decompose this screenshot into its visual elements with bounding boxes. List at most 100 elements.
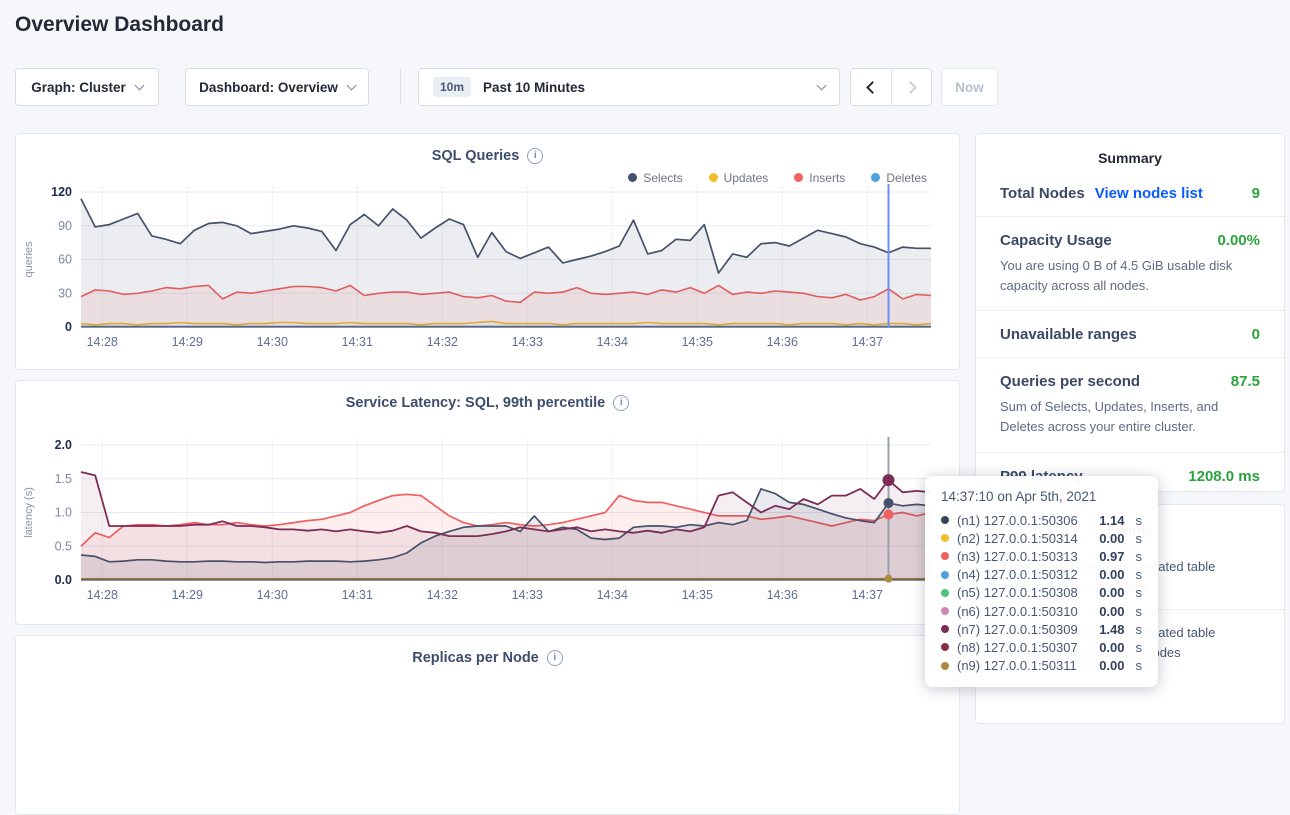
tooltip-timestamp: 14:37:10 on Apr 5th, 2021 (941, 489, 1142, 504)
x-axis-tick: 14:31 (342, 588, 373, 602)
legend-item-updates[interactable]: Updates (709, 171, 769, 184)
y-axis-tick: 30 (58, 286, 72, 300)
tooltip-node-unit: s (1136, 531, 1143, 546)
tooltip-node-row: (n4) 127.0.0.1:503120.00s (941, 566, 1142, 584)
x-axis-tick: 14:29 (172, 335, 203, 349)
tooltip-node-label: (n8) 127.0.0.1:50307 (957, 640, 1091, 655)
time-step-buttons (850, 68, 932, 106)
y-axis-tick: 2.0 (55, 438, 72, 452)
x-axis-tick: 14:29 (172, 588, 203, 602)
tooltip-node-row: (n8) 127.0.0.1:503070.00s (941, 638, 1142, 656)
sql-queries-chart[interactable]: 14:2814:2914:3014:3114:3214:3314:3414:35… (16, 184, 931, 350)
time-range-picker[interactable]: 10m Past 10 Minutes (418, 68, 840, 106)
x-axis-tick: 14:28 (87, 588, 118, 602)
hover-dot-n7 (883, 474, 895, 486)
dashboard-dropdown[interactable]: Dashboard: Overview (185, 68, 369, 106)
hover-dot-n3 (884, 510, 894, 520)
series-dot-icon (941, 552, 949, 560)
summary-row-description: Sum of Selects, Updates, Inserts, and De… (1000, 397, 1260, 437)
legend-label: Updates (724, 171, 769, 185)
summary-row-label: Capacity Usage (1000, 232, 1112, 249)
legend-item-inserts[interactable]: Inserts (794, 171, 845, 184)
sql-queries-panel: SQL Queries i SelectsUpdatesInsertsDelet… (15, 133, 960, 370)
deletes-legend-dot-icon (871, 173, 880, 182)
series-dot-icon (941, 516, 949, 524)
replicas-per-node-panel: Replicas per Node i (15, 635, 960, 815)
sql-queries-legend: Selects Updates Inserts Deletes (16, 171, 959, 184)
hover-dot-n1 (884, 498, 894, 508)
y-axis-tick: 120 (51, 185, 72, 199)
summary-row-label: Queries per second (1000, 373, 1140, 390)
summary-row-value: 0 (1252, 326, 1260, 343)
summary-row: Total Nodes View nodes list 9 (976, 170, 1284, 216)
chevron-down-icon (346, 80, 356, 90)
y-axis-tick: 0.0 (55, 573, 72, 587)
series-dot-icon (941, 571, 949, 579)
x-axis-tick: 14:35 (682, 335, 713, 349)
x-axis-tick: 14:30 (257, 335, 288, 349)
x-axis-tick: 14:34 (597, 588, 628, 602)
graph-dropdown-label: Graph: Cluster (31, 80, 126, 95)
chevron-down-icon (134, 80, 144, 90)
graph-dropdown[interactable]: Graph: Cluster (15, 68, 159, 106)
info-icon[interactable]: i (613, 395, 629, 411)
tooltip-node-label: (n3) 127.0.0.1:50313 (957, 549, 1091, 564)
summary-row-label: Total Nodes (1000, 185, 1085, 202)
legend-label: Selects (643, 171, 682, 185)
tooltip-node-row: (n3) 127.0.0.1:503130.97s (941, 547, 1142, 565)
summary-title: Summary (976, 134, 1284, 170)
prev-time-button[interactable] (851, 69, 891, 105)
time-range-badge: 10m (433, 77, 471, 97)
summary-row: Capacity Usage0.00% You are using 0 B of … (976, 216, 1284, 310)
summary-row-label: Unavailable ranges (1000, 326, 1137, 343)
time-range-label: Past 10 Minutes (483, 80, 806, 95)
updates-legend-dot-icon (709, 173, 718, 182)
x-axis-tick: 14:36 (767, 335, 798, 349)
y-axis-tick: 0 (65, 320, 72, 334)
controls-divider (400, 69, 401, 105)
summary-row: Queries per second87.5Sum of Selects, Up… (976, 357, 1284, 451)
summary-row-head: Unavailable ranges 0 (1000, 326, 1260, 343)
x-axis-tick: 14:37 (852, 335, 883, 349)
chevron-right-icon (904, 81, 917, 94)
summary-row-head: Total Nodes View nodes list 9 (1000, 185, 1260, 202)
x-axis-tick: 14:31 (342, 335, 373, 349)
tooltip-node-unit: s (1136, 658, 1143, 673)
tooltip-node-row: (n5) 127.0.0.1:503080.00s (941, 584, 1142, 602)
tooltip-node-row: (n6) 127.0.0.1:503100.00s (941, 602, 1142, 620)
next-time-button[interactable] (891, 69, 931, 105)
tooltip-node-label: (n7) 127.0.0.1:50309 (957, 622, 1091, 637)
summary-row: Unavailable ranges 0 (976, 310, 1284, 357)
tooltip-node-label: (n6) 127.0.0.1:50310 (957, 604, 1091, 619)
x-axis-tick: 14:32 (427, 588, 458, 602)
summary-row-description: You are using 0 B of 4.5 GiB usable disk… (1000, 256, 1260, 296)
view-nodes-link[interactable]: View nodes list (1095, 185, 1203, 202)
legend-item-selects[interactable]: Selects (628, 171, 682, 184)
legend-item-deletes[interactable]: Deletes (871, 171, 927, 184)
summary-row-value: 9 (1252, 185, 1260, 202)
tooltip-node-value: 0.00 (1099, 531, 1124, 546)
y-axis-label: queries (23, 241, 35, 278)
series-dot-icon (941, 662, 949, 670)
tooltip-node-row: (n2) 127.0.0.1:503140.00s (941, 529, 1142, 547)
dashboard-dropdown-label: Dashboard: Overview (199, 80, 338, 95)
chart-hover-tooltip: 14:37:10 on Apr 5th, 2021 (n1) 127.0.0.1… (925, 476, 1158, 687)
x-axis-tick: 14:32 (427, 335, 458, 349)
y-axis-tick: 90 (58, 219, 72, 233)
chevron-left-icon (866, 81, 879, 94)
page-title: Overview Dashboard (15, 13, 224, 37)
service-latency-panel: Service Latency: SQL, 99th percentile i … (15, 380, 960, 625)
info-icon[interactable]: i (547, 650, 563, 666)
tooltip-node-value: 0.97 (1099, 549, 1124, 564)
chevron-down-icon (817, 80, 827, 90)
tooltip-node-unit: s (1136, 513, 1143, 528)
now-button[interactable]: Now (941, 68, 998, 106)
tooltip-node-value: 1.48 (1099, 622, 1124, 637)
tooltip-node-unit: s (1136, 622, 1143, 637)
tooltip-node-label: (n5) 127.0.0.1:50308 (957, 585, 1091, 600)
y-axis-tick: 0.5 (55, 539, 72, 553)
info-icon[interactable]: i (527, 148, 543, 164)
summary-row-value: 1208.0 ms (1188, 468, 1260, 485)
service-latency-chart[interactable]: 14:2814:2914:3014:3114:3214:3314:3414:35… (16, 437, 931, 603)
summary-row-head: Capacity Usage0.00% (1000, 232, 1260, 249)
